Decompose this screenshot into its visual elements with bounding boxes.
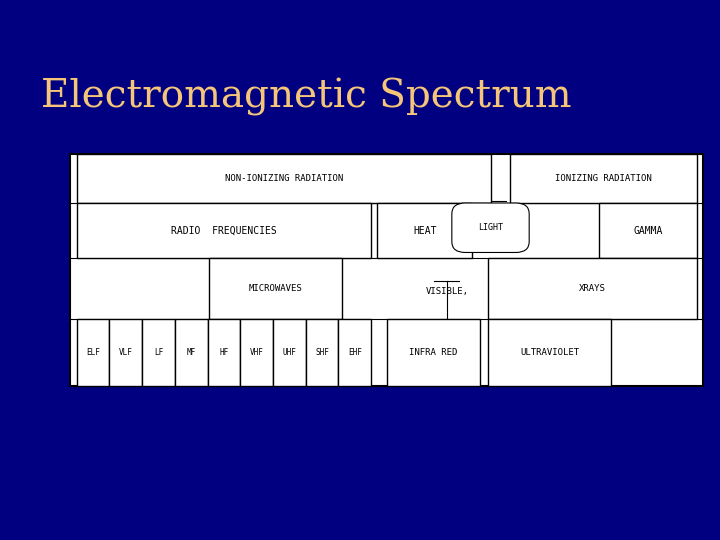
FancyBboxPatch shape	[142, 319, 175, 386]
Text: ELF: ELF	[86, 348, 100, 357]
FancyBboxPatch shape	[273, 319, 306, 386]
Text: XRAYS: XRAYS	[579, 284, 606, 293]
FancyBboxPatch shape	[207, 319, 240, 386]
Text: MICROWAVES: MICROWAVES	[249, 284, 302, 293]
FancyBboxPatch shape	[210, 259, 342, 319]
FancyBboxPatch shape	[387, 319, 480, 386]
Text: HF: HF	[220, 348, 228, 357]
FancyBboxPatch shape	[109, 319, 142, 386]
Text: SHF: SHF	[315, 348, 329, 357]
FancyBboxPatch shape	[175, 319, 207, 386]
FancyBboxPatch shape	[76, 154, 491, 202]
Text: ULTRAVIOLET: ULTRAVIOLET	[520, 348, 580, 357]
Text: EHF: EHF	[348, 348, 361, 357]
Text: INFRA RED: INFRA RED	[409, 348, 458, 357]
Text: Electromagnetic Spectrum: Electromagnetic Spectrum	[41, 78, 572, 116]
FancyBboxPatch shape	[76, 202, 371, 259]
Text: MF: MF	[186, 348, 196, 357]
FancyBboxPatch shape	[599, 202, 697, 259]
FancyBboxPatch shape	[377, 202, 472, 259]
Text: LIGHT: LIGHT	[478, 223, 503, 232]
FancyBboxPatch shape	[452, 203, 529, 253]
Text: VISIBLE,: VISIBLE,	[426, 287, 468, 296]
Text: LF: LF	[154, 348, 163, 357]
FancyBboxPatch shape	[76, 319, 109, 386]
FancyBboxPatch shape	[488, 319, 611, 386]
FancyBboxPatch shape	[510, 154, 697, 202]
Text: IONIZING RADIATION: IONIZING RADIATION	[555, 174, 652, 183]
FancyBboxPatch shape	[70, 154, 703, 386]
Text: GAMMA: GAMMA	[633, 226, 662, 235]
Text: HEAT: HEAT	[413, 226, 436, 235]
FancyBboxPatch shape	[338, 319, 371, 386]
Text: VHF: VHF	[250, 348, 264, 357]
Text: RADIO  FREQUENCIES: RADIO FREQUENCIES	[171, 226, 276, 235]
FancyBboxPatch shape	[306, 319, 338, 386]
FancyBboxPatch shape	[488, 259, 697, 319]
Text: UHF: UHF	[282, 348, 296, 357]
FancyBboxPatch shape	[240, 319, 273, 386]
Text: NON-IONIZING RADIATION: NON-IONIZING RADIATION	[225, 174, 343, 183]
Text: VLF: VLF	[119, 348, 132, 357]
